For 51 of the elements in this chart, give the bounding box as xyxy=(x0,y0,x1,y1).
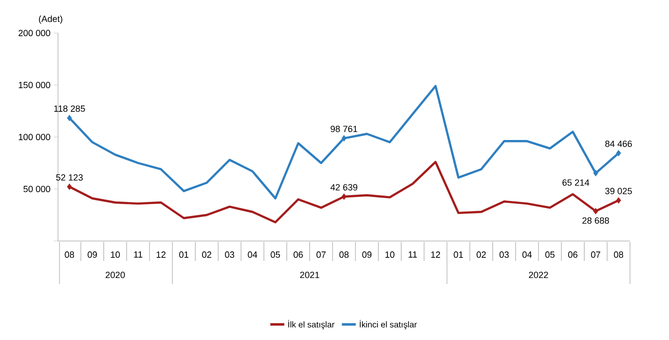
x-tick-label: 07 xyxy=(591,251,600,258)
point xyxy=(593,208,598,214)
x-tick-label: 04 xyxy=(522,251,532,258)
text: 2021 xyxy=(300,272,320,278)
x-tick-label: 12 xyxy=(156,251,166,258)
y-tick-label: 50 000 xyxy=(24,186,50,192)
x-tick-label: 08 xyxy=(614,251,624,258)
data-label: 84 466 xyxy=(605,140,632,147)
x-tick-label: 06 xyxy=(294,251,303,258)
y-tick-label: 100 000 xyxy=(18,134,50,140)
x-tick-label: 07 xyxy=(316,251,326,258)
x-tick-label: 01 xyxy=(454,251,463,258)
point xyxy=(616,197,622,204)
point xyxy=(66,114,72,122)
x-tick-label: 05 xyxy=(270,251,280,258)
data-label: 65 214 xyxy=(562,179,590,186)
x-tick-label: 12 xyxy=(431,251,440,258)
x-tick-label: 04 xyxy=(248,251,258,258)
x-tick-label: 11 xyxy=(134,251,142,258)
data-label: 52 123 xyxy=(56,174,83,181)
x-tick-label: 10 xyxy=(110,251,120,258)
legend-label: İlk el satışlar xyxy=(288,320,334,330)
point xyxy=(616,150,622,156)
x-tick-label: 06 xyxy=(568,251,578,258)
legend-label: İkinci el satışlar xyxy=(360,320,417,330)
data-label: 42 639 xyxy=(330,184,358,190)
x-tick-label: 09 xyxy=(362,251,372,258)
data-label: 98 761 xyxy=(330,126,358,132)
text: 2022 xyxy=(528,272,548,278)
x-tick-label: 03 xyxy=(224,251,234,258)
point xyxy=(593,170,598,176)
x-tick-label: 05 xyxy=(545,251,555,258)
text: 2020 xyxy=(106,272,125,278)
x-tick-label: 03 xyxy=(500,251,509,258)
y-tick-label: 150 000 xyxy=(18,82,50,88)
x-tick-label: 10 xyxy=(385,251,394,258)
point xyxy=(342,135,346,142)
data-label: 28 688 xyxy=(582,217,609,224)
x-tick-label: 01 xyxy=(179,251,188,258)
data-label: 118 285 xyxy=(54,105,85,112)
point xyxy=(342,193,346,200)
y-tick-label: 200 000 xyxy=(18,30,50,36)
x-tick-label: 08 xyxy=(339,251,349,258)
x-tick-label: 08 xyxy=(64,251,74,258)
y-axis-title: (Adet) xyxy=(38,15,62,24)
x-tick-label: 02 xyxy=(202,251,212,258)
x-tick-label: 02 xyxy=(476,251,486,258)
data-label: 39 025 xyxy=(605,188,632,194)
point xyxy=(66,184,72,190)
x-tick-label: 11 xyxy=(408,251,417,258)
x-tick-label: 09 xyxy=(88,251,97,258)
